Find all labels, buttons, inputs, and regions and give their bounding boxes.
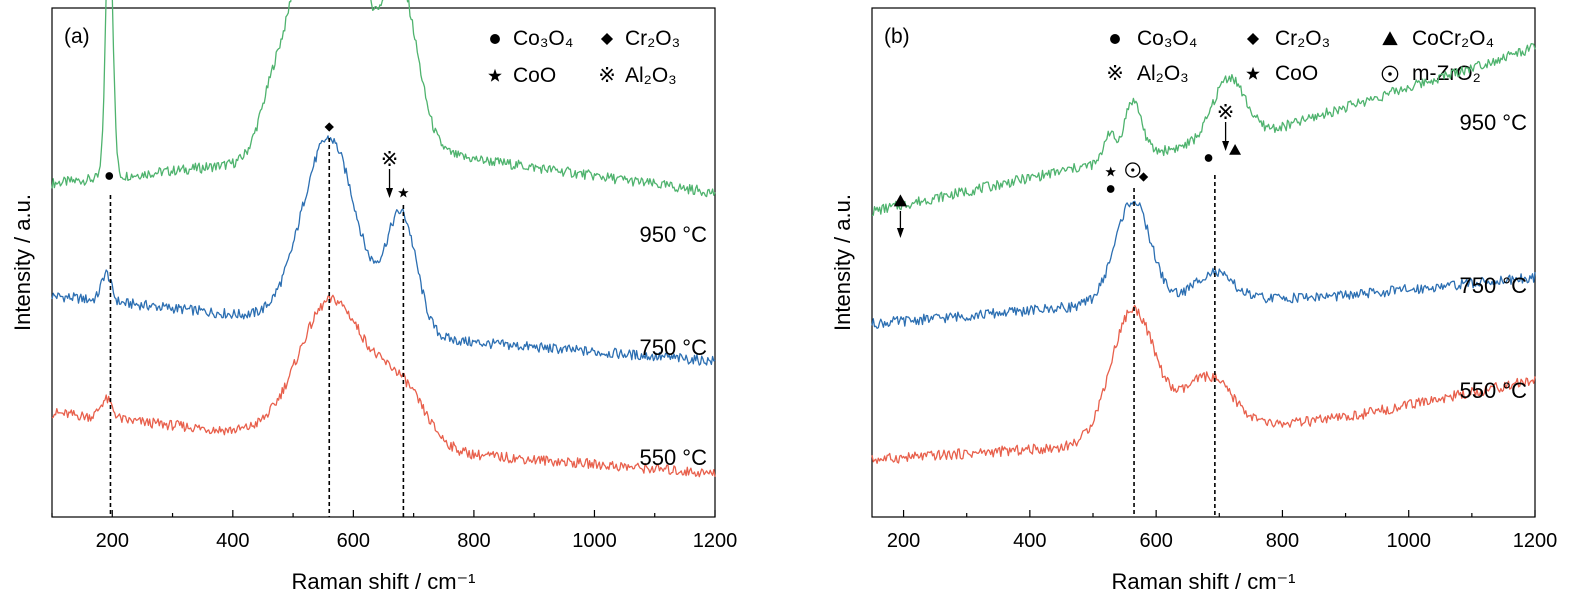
legend-label: Al₂O₃	[1137, 62, 1189, 85]
co3o4-marker	[1204, 154, 1213, 162]
al2o3-marker: ※	[1106, 62, 1124, 85]
x-tick-label: 400	[216, 530, 249, 552]
legend-label: CoO	[513, 64, 556, 87]
x-tick-label: 800	[1266, 530, 1299, 552]
x-axis-title: Raman shift / cm⁻¹	[1112, 569, 1296, 594]
legend: Co₃O₄ Cr₂O₃ CoO ※ Al₂O₃	[488, 27, 680, 87]
legend-label: Co₃O₄	[513, 27, 573, 50]
panel-a: 200 400 600 800 1000 1200 Raman shift / cm⁻¹ In…	[10, 0, 737, 594]
cr2o3-marker	[1246, 32, 1260, 46]
cocr2o4-marker	[1229, 144, 1242, 155]
co3o4-marker	[1106, 185, 1115, 193]
coo-marker	[1246, 66, 1260, 80]
co3o4-marker	[490, 34, 500, 44]
plot-frame	[51, 7, 716, 518]
peak-annotations: ※	[105, 122, 409, 198]
x-tick-label: 200	[887, 530, 920, 552]
series-line	[871, 43, 1536, 216]
x-tick-label: 600	[1139, 530, 1172, 552]
al2o3-marker: ※	[381, 148, 399, 171]
co3o4-marker	[105, 172, 114, 180]
series-label: 550 °C	[1459, 378, 1527, 403]
annotation-arrowhead	[896, 228, 904, 238]
series-label: 950 °C	[1459, 110, 1527, 135]
series-label: 750 °C	[1459, 273, 1527, 298]
series-label: 750 °C	[639, 335, 707, 360]
legend-label: Al₂O₃	[625, 64, 677, 87]
cocr2o4-marker	[893, 194, 908, 207]
al2o3-marker: ※	[598, 64, 616, 87]
x-axis-title: Raman shift / cm⁻¹	[292, 569, 476, 594]
panel-b: 200 400 600 800 1000 1200 Raman shift / cm⁻¹ In…	[830, 7, 1558, 594]
x-tick-label: 1200	[1513, 530, 1558, 552]
x-tick-label: 1200	[693, 530, 738, 552]
legend-label: CoO	[1275, 62, 1318, 85]
legend-label: CoCr₂O₄	[1412, 27, 1494, 50]
cr2o3-marker	[600, 32, 614, 46]
x-tick-label: 600	[337, 530, 370, 552]
series-line	[51, 294, 716, 478]
panel-label: (a)	[64, 25, 90, 48]
cocr2o4-marker	[1382, 31, 1398, 46]
coo-marker	[1105, 166, 1116, 177]
series-line	[51, 0, 716, 198]
legend: Co₃O₄ Cr₂O₃ CoCr₂O₄※ Al₂O₃ CoO m-ZrO₂	[1106, 27, 1494, 85]
x-tick-label: 200	[96, 530, 129, 552]
plot-frame	[871, 7, 1536, 518]
x-tick-label: 1000	[1386, 530, 1431, 552]
cr2o3-marker	[324, 122, 334, 132]
cr2o3-marker	[1138, 172, 1149, 182]
peak-annotations: ※	[893, 101, 1242, 238]
coo-marker	[488, 68, 502, 82]
series-label: 550 °C	[639, 445, 707, 470]
y-axis-title: Intensity / a.u.	[10, 194, 35, 331]
x-tick-label: 1000	[572, 530, 617, 552]
panel-label: (b)	[884, 25, 910, 48]
m-zro2-marker-dot	[1131, 168, 1135, 172]
al2o3-marker: ※	[1217, 101, 1235, 124]
m-zro2-marker-dot	[1388, 72, 1392, 76]
m-zro2-marker	[1381, 65, 1399, 83]
legend-label: Co₃O₄	[1137, 27, 1197, 50]
legend-label: Cr₂O₃	[625, 27, 680, 50]
co3o4-marker	[1110, 34, 1120, 44]
series-label: 950 °C	[639, 222, 707, 247]
annotation-arrowhead	[1222, 141, 1230, 151]
m-zro2-marker	[1125, 162, 1141, 178]
series-line	[51, 135, 716, 366]
series-line	[871, 200, 1536, 329]
x-tick-label: 800	[457, 530, 490, 552]
x-tick-label: 400	[1013, 530, 1046, 552]
annotation-arrowhead	[386, 188, 394, 198]
series-line	[871, 304, 1536, 464]
legend-label: Cr₂O₃	[1275, 27, 1330, 50]
coo-marker	[398, 187, 409, 198]
y-axis-title: Intensity / a.u.	[830, 194, 855, 331]
